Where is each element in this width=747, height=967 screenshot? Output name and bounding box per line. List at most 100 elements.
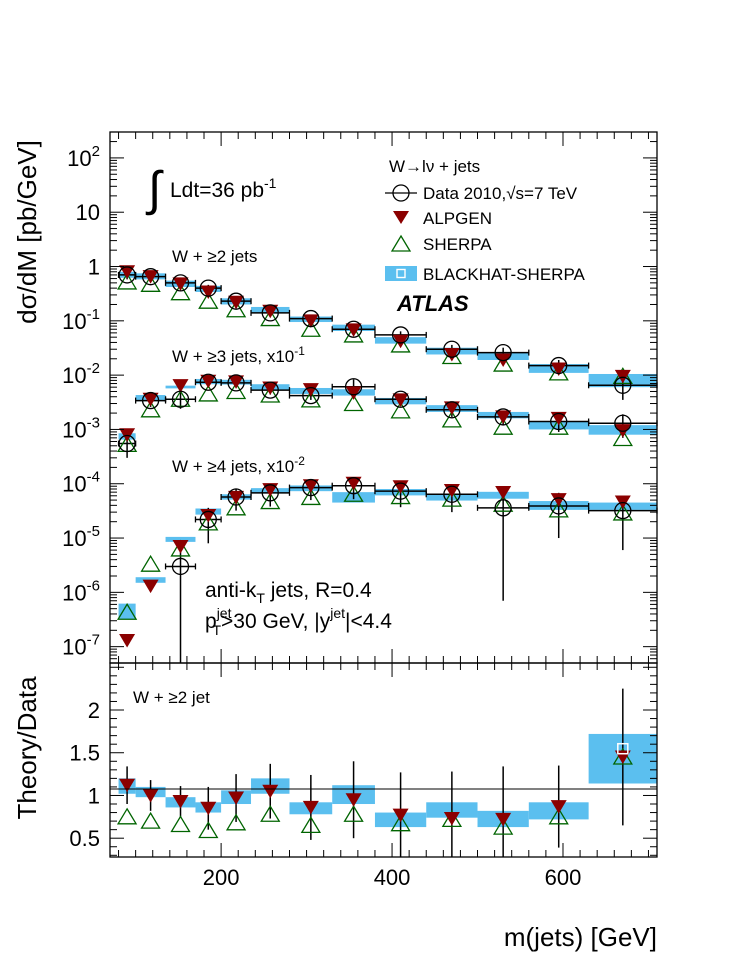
data-point-g0-7 [344, 320, 363, 338]
ratio-sherpa-point-8 [390, 814, 411, 832]
y-tick-label-8: 10-6 [62, 577, 100, 605]
sherpa-point-g0-2 [170, 283, 191, 301]
alpgen-point-g0-8 [392, 334, 409, 349]
sherpa-point-g0-4 [225, 300, 247, 318]
data-point-g1-8 [391, 390, 410, 408]
ratio-y-tick-label-0: 0.5 [69, 826, 100, 851]
alpgen-point-g1-6 [302, 383, 319, 397]
y-tick-label-4: 10-2 [62, 360, 100, 388]
alpgen-point-g0-7 [345, 323, 362, 337]
alpgen-point-g0-1 [142, 270, 159, 284]
ratio-y-tick-label-3: 2 [88, 698, 100, 723]
alpgen-point-g0-2 [172, 277, 189, 291]
sherpa-point-g0-6 [300, 319, 322, 337]
legend-sherpa-marker [390, 234, 412, 252]
sherpa-point-g2-1 [140, 554, 161, 572]
sherpa-point-g2-4 [225, 498, 247, 516]
data-point-g1-3 [199, 373, 217, 391]
y-tick-label-3: 10-1 [62, 306, 100, 334]
y-tick-label-7: 10-5 [62, 523, 100, 551]
group-label-2jets: W + ≥2 jets [172, 247, 257, 266]
ratio-y-axis-title: Theory/Data [12, 676, 42, 820]
legend-alpgen-marker [393, 211, 409, 224]
data-point-g0-9 [443, 340, 461, 358]
group-label-3jets: W + ≥3 jets, x10-1 [172, 344, 305, 366]
alpgen-point-g1-8 [392, 393, 409, 407]
jet-algorithm-label: anti-kT jets, R=0.4 [205, 579, 372, 606]
sherpa-point-g0-8 [390, 335, 411, 353]
sherpa-point-g0-3 [198, 291, 219, 309]
sherpa-point-g2-10 [493, 494, 514, 512]
data-point-g1-12 [614, 414, 632, 432]
alpgen-point-g0-3 [200, 285, 217, 299]
data-point-g0-0 [118, 266, 136, 284]
lumi-label: Ldt=36 pb-1 [170, 175, 277, 202]
ratio-alpgen-point-1 [142, 788, 159, 803]
ratio-alpgen-point-5 [262, 784, 279, 799]
data-point-g0-4 [227, 292, 245, 310]
sherpa-point-g1-10 [493, 417, 514, 435]
ratio-alpgen-point-2 [172, 794, 189, 809]
data-point-g2-4 [227, 488, 245, 506]
alpgen-point-g1-9 [443, 401, 460, 415]
x-axis-title: m(jets) [GeV] [504, 922, 657, 952]
ratio-sherpa-point-1 [140, 811, 161, 829]
x-tick-label-600: 600 [545, 865, 582, 890]
ratio-sherpa-point-3 [198, 821, 219, 839]
data-point-g0-2 [171, 274, 190, 292]
sherpa-point-g2-11 [548, 500, 569, 518]
ratio-sherpa-point-6 [300, 816, 322, 834]
ratio-sherpa-point-5 [260, 805, 281, 822]
ratio-y-tick-label-2: 1.5 [69, 741, 100, 766]
data-point-g1-2 [171, 390, 190, 408]
ratio-alpgen-point-4 [228, 791, 245, 806]
sherpa-point-g2-6 [300, 488, 322, 506]
sherpa-point-g0-7 [343, 325, 364, 343]
data-point-g0-10 [494, 343, 512, 362]
alpgen-point-g2-1 [142, 579, 159, 594]
data-point-g2-10 [494, 499, 512, 517]
top-y-axis-title: dσ/dM [pb/GeV] [12, 140, 42, 324]
data-point-g0-8 [391, 326, 410, 344]
sherpa-point-g0-12 [612, 367, 633, 384]
sherpa-point-g1-3 [198, 384, 219, 402]
sherpa-point-g2-8 [390, 487, 411, 505]
jet-cut-label: pjet T>30 GeV, |yjet|<4.4 [205, 605, 392, 638]
sherpa-point-g1-4 [225, 382, 247, 400]
data-point-g2-9 [443, 485, 461, 503]
top-panel-frame [109, 131, 658, 664]
ratio-sherpa-point-7 [343, 805, 364, 822]
alpgen-point-g2-7 [345, 476, 362, 491]
sherpa-point-g1-5 [260, 385, 281, 403]
ratio-sherpa-point-10 [493, 817, 514, 835]
data-point-g0-11 [550, 356, 568, 375]
alpgen-point-g2-11 [550, 493, 567, 507]
ratio-alpgen-point-10 [495, 812, 512, 827]
alpgen-point-g2-0 [119, 633, 136, 648]
ratio-panel-frame [109, 662, 658, 858]
ratio-alpgen-point-11 [550, 800, 567, 814]
data-point-g1-11 [550, 412, 568, 431]
data-point-g0-6 [302, 309, 320, 328]
data-point-g1-4 [227, 374, 245, 392]
data-point-g2-11 [550, 497, 568, 515]
alpgen-point-g1-1 [142, 392, 159, 407]
data-point-g2-7 [344, 477, 363, 495]
alpgen-point-g1-2 [172, 379, 189, 393]
alpgen-point-g1-5 [262, 381, 279, 395]
y-tick-label-6: 10-4 [62, 469, 100, 497]
ratio-panel-label: W + ≥2 jet [133, 688, 210, 707]
alpgen-point-g2-6 [302, 479, 319, 493]
sherpa-point-g1-2 [170, 389, 191, 407]
data-point-g1-0 [118, 434, 136, 453]
data-point-g2-3 [199, 510, 217, 529]
data-point-g1-7 [344, 378, 363, 396]
sherpa-point-g2-2 [170, 539, 191, 557]
integral-sign: ∫ [145, 163, 164, 216]
sherpa-point-g2-9 [441, 489, 463, 507]
alpgen-point-g0-5 [262, 304, 279, 319]
ratio-sherpa-point-4 [225, 813, 247, 831]
sherpa-point-g2-12 [612, 503, 633, 521]
data-point-g0-3 [199, 279, 217, 297]
